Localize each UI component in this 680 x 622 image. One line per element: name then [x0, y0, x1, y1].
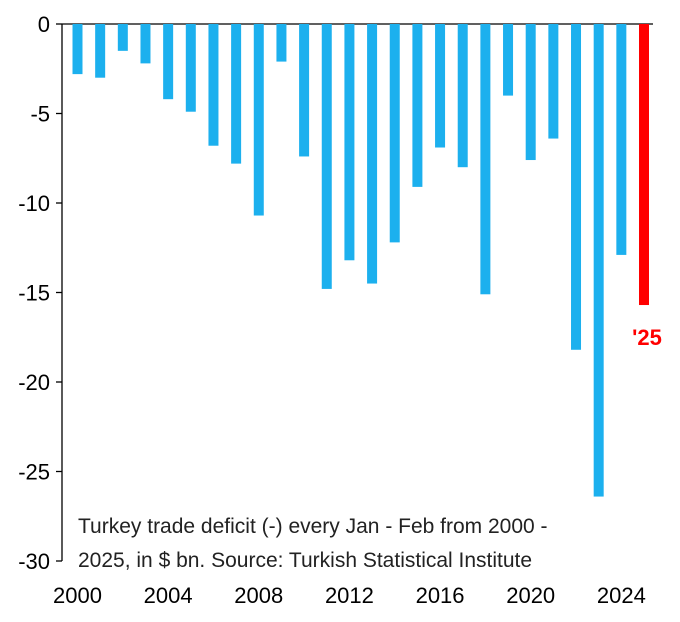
bar-2001 — [95, 24, 106, 78]
bar-2023 — [593, 24, 604, 497]
y-tick-label: -15 — [18, 281, 50, 306]
x-tick-label: 2020 — [506, 583, 555, 608]
bar-2015 — [412, 24, 423, 187]
bar-2004 — [163, 24, 174, 100]
bar-2019 — [503, 24, 514, 96]
bar-2022 — [571, 24, 582, 350]
bar-2012 — [344, 24, 355, 261]
bar-2014 — [389, 24, 400, 243]
y-axis: 0 -5 -10 -15 -20 -25 -30 — [18, 12, 63, 574]
y-tick-label: -25 — [18, 460, 50, 485]
y-tick-label: 0 — [38, 12, 50, 37]
x-tick-label: 2000 — [53, 583, 102, 608]
bar-2010 — [299, 24, 310, 157]
bar-2006 — [208, 24, 219, 146]
y-tick-label: -20 — [18, 370, 50, 395]
bar-2025 — [639, 24, 649, 306]
y-tick-label: -30 — [18, 549, 50, 574]
x-tick-label: 2024 — [597, 583, 646, 608]
bar-2003 — [140, 24, 151, 64]
x-tick-label: 2012 — [325, 583, 374, 608]
bar-2013 — [367, 24, 378, 284]
bar-2008 — [253, 24, 264, 216]
bar-2009 — [276, 24, 287, 62]
bar-2005 — [185, 24, 196, 112]
bars — [72, 24, 649, 497]
bar-2007 — [231, 24, 242, 164]
caption-line-1: Turkey trade deficit (-) every Jan - Feb… — [78, 515, 548, 538]
bar-2024 — [616, 24, 627, 255]
bar-2002 — [117, 24, 128, 51]
x-tick-label: 2008 — [234, 583, 283, 608]
bar-2016 — [435, 24, 446, 148]
x-tick-label: 2004 — [144, 583, 193, 608]
bar-2000 — [72, 24, 83, 75]
bar-2018 — [480, 24, 491, 295]
bar-2020 — [525, 24, 536, 161]
x-tick-label: 2016 — [416, 583, 465, 608]
bar-2021 — [548, 24, 559, 139]
bar-2011 — [321, 24, 332, 289]
y-tick-label: -5 — [30, 102, 50, 127]
y-tick-label: -10 — [18, 191, 50, 216]
highlight-label-2025: '25 — [632, 325, 662, 350]
caption-line-2: 2025, in $ bn. Source: Turkish Statistic… — [78, 549, 532, 572]
bar-2017 — [457, 24, 468, 168]
